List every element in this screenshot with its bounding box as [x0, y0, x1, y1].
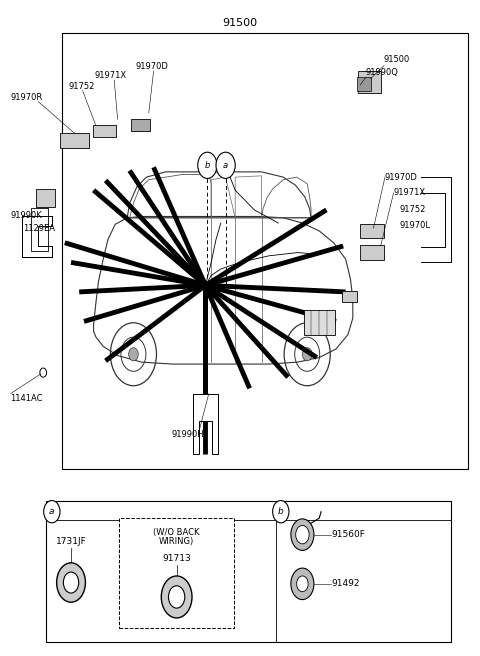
Text: 91970L: 91970L	[400, 220, 431, 230]
Bar	[119, 518, 234, 628]
Polygon shape	[193, 394, 218, 454]
Text: 91970D: 91970D	[135, 62, 168, 71]
Bar	[342, 291, 357, 302]
Text: (W/O BACK: (W/O BACK	[154, 528, 200, 537]
Circle shape	[216, 152, 235, 178]
Circle shape	[44, 501, 60, 523]
Bar	[357, 77, 371, 91]
Circle shape	[296, 525, 309, 544]
Circle shape	[161, 576, 192, 618]
Bar	[358, 70, 381, 93]
Bar	[131, 119, 150, 131]
Text: 91752: 91752	[400, 205, 426, 215]
Bar	[46, 501, 451, 642]
Text: WIRING): WIRING)	[159, 537, 194, 546]
Bar	[360, 245, 384, 260]
Circle shape	[198, 152, 217, 178]
Text: 91560F: 91560F	[331, 530, 365, 539]
Bar	[304, 310, 335, 335]
Text: 91492: 91492	[331, 579, 360, 588]
Circle shape	[168, 586, 185, 608]
Text: 1141AC: 1141AC	[11, 394, 43, 403]
Text: 91971X: 91971X	[394, 188, 426, 197]
Text: 91990K: 91990K	[11, 211, 42, 220]
Polygon shape	[22, 216, 52, 257]
Text: 91500: 91500	[222, 18, 258, 28]
Circle shape	[273, 501, 289, 523]
Circle shape	[297, 576, 308, 592]
Bar	[60, 133, 89, 148]
Text: 91500: 91500	[384, 54, 410, 64]
Text: 1731JF: 1731JF	[56, 537, 86, 546]
Bar	[36, 189, 55, 207]
Text: 91970D: 91970D	[385, 173, 418, 182]
Circle shape	[291, 568, 314, 600]
Text: b: b	[204, 161, 210, 170]
Text: a: a	[49, 507, 55, 516]
Text: 91752: 91752	[69, 81, 95, 91]
Text: 91713: 91713	[162, 554, 191, 564]
Text: a: a	[223, 161, 228, 170]
Bar	[62, 33, 468, 469]
Text: b: b	[278, 507, 284, 516]
Text: 91990Q: 91990Q	[366, 68, 398, 77]
Circle shape	[291, 519, 314, 550]
Circle shape	[129, 348, 138, 361]
Text: 91971X: 91971X	[94, 71, 126, 80]
Bar	[93, 125, 116, 137]
Circle shape	[63, 572, 79, 593]
Text: 91970R: 91970R	[11, 92, 43, 102]
Circle shape	[302, 348, 312, 361]
Text: 91990H: 91990H	[172, 430, 204, 439]
Bar	[31, 208, 48, 251]
Circle shape	[57, 563, 85, 602]
Bar	[360, 224, 384, 238]
Text: 1129EA: 1129EA	[23, 224, 55, 234]
